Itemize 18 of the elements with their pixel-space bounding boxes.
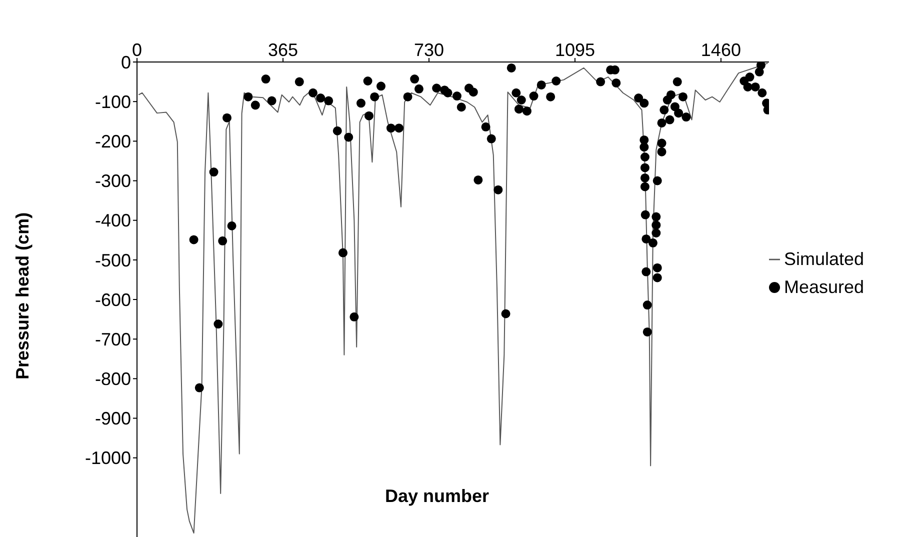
x-tick-label: 1460: [700, 40, 741, 60]
legend-label: Simulated: [784, 248, 864, 268]
y-tick-label: -1000: [84, 448, 131, 468]
y-tick-label: -200: [94, 132, 131, 152]
y-tick-label: -300: [94, 171, 131, 192]
y-tick-label: -100: [94, 92, 131, 112]
y-tick-label: -600: [94, 290, 131, 310]
y-tick-label: -500: [94, 250, 131, 270]
y-axis-title: Pressure head (cm): [12, 212, 32, 380]
x-tick-label: 365: [268, 40, 298, 60]
x-tick-label: 1095: [554, 40, 595, 60]
x-tick-label: 730: [414, 40, 444, 60]
y-tick-label: -900: [94, 408, 131, 429]
y-tick-label: -400: [94, 210, 131, 231]
x-axis-title: Day number: [384, 486, 490, 507]
y-tick-label: -800: [94, 369, 131, 390]
legend-label: Measured: [784, 276, 864, 296]
y-tick-label: -700: [94, 329, 131, 350]
